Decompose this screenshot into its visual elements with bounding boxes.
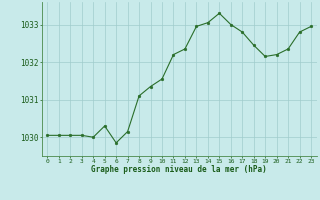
X-axis label: Graphe pression niveau de la mer (hPa): Graphe pression niveau de la mer (hPa) bbox=[91, 165, 267, 174]
